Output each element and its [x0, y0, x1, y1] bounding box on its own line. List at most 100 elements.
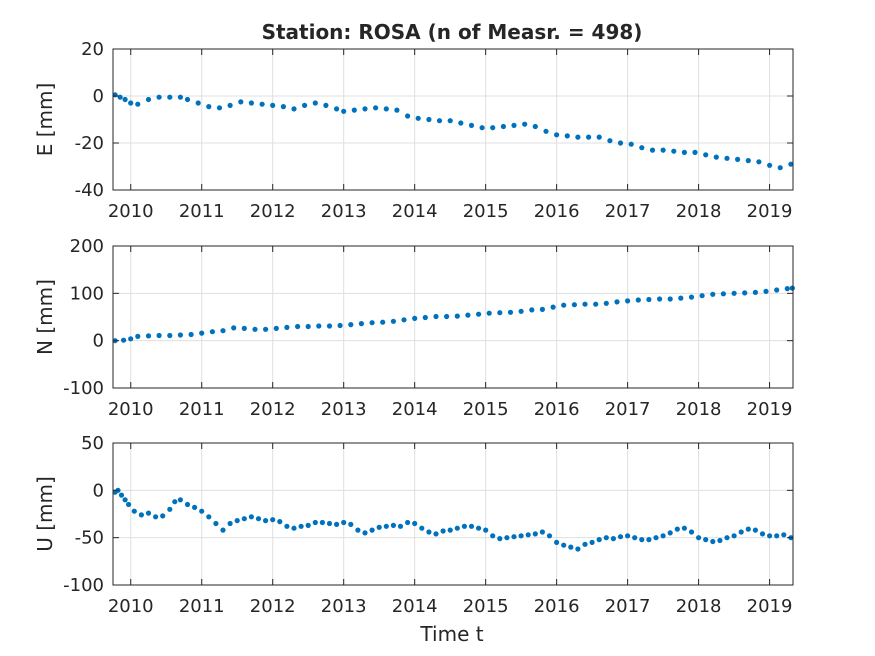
data-point — [248, 514, 254, 520]
x-tick-label: 2011 — [179, 399, 225, 420]
data-point — [713, 154, 719, 160]
data-point — [216, 105, 223, 111]
data-point — [564, 133, 570, 139]
data-point — [117, 94, 123, 100]
data-point — [122, 497, 128, 503]
data-point — [607, 138, 613, 144]
x-tick-label: 2017 — [605, 399, 651, 420]
data-point — [532, 531, 538, 537]
axes-box-east — [112, 48, 794, 191]
x-tick-label: 2016 — [534, 399, 580, 420]
x-tick-label: 2017 — [605, 596, 651, 617]
y-tick-label: -100 — [63, 575, 104, 596]
data-point — [312, 100, 318, 106]
data-point — [735, 156, 741, 162]
x-tick-label: 2012 — [250, 399, 296, 420]
data-point — [341, 108, 347, 114]
y-tick-label: 0 — [93, 86, 104, 107]
data-point — [575, 546, 581, 552]
data-point — [767, 533, 773, 539]
data-point — [646, 537, 652, 543]
x-tick-label: 2011 — [179, 596, 225, 617]
data-point — [145, 510, 152, 516]
data-point — [756, 159, 762, 165]
x-tick-label: 2018 — [676, 201, 722, 222]
data-point — [383, 106, 389, 112]
data-point — [426, 529, 432, 535]
data-point — [122, 96, 128, 103]
data-point — [138, 512, 144, 518]
data-point — [334, 521, 340, 528]
data-point — [302, 102, 308, 108]
data-point — [490, 125, 496, 131]
data-point — [476, 311, 482, 317]
y-tick-label: -100 — [63, 378, 104, 399]
data-point — [323, 102, 329, 108]
x-tick-label: 2010 — [108, 201, 154, 222]
data-point — [188, 331, 194, 338]
data-point — [759, 531, 766, 537]
x-tick-label: 2013 — [321, 201, 367, 222]
data-point — [295, 323, 301, 330]
data-point — [692, 149, 698, 155]
data-point — [717, 537, 723, 544]
x-tick-label: 2015 — [463, 596, 509, 617]
data-point — [490, 533, 496, 539]
x-tick-label: 2015 — [463, 201, 509, 222]
data-point — [635, 297, 641, 303]
data-point — [522, 121, 528, 127]
data-point — [671, 148, 677, 154]
subplots: 2010 2011 2012 2013 2014 2015 2016 2017 2018 2019… — [33, 39, 795, 617]
data-point — [632, 535, 638, 541]
data-point — [118, 492, 125, 498]
y-tick-label: -20 — [75, 133, 104, 154]
data-point — [412, 315, 418, 321]
data-point — [440, 528, 446, 534]
data-point — [160, 513, 166, 519]
data-point — [241, 325, 247, 331]
data-point — [681, 149, 688, 155]
data-point — [263, 518, 269, 524]
data-point — [422, 314, 428, 321]
data-point — [525, 532, 531, 538]
data-point — [539, 306, 546, 312]
data-point — [397, 523, 404, 529]
data-point — [326, 520, 333, 527]
data-point — [554, 132, 560, 138]
data-point — [596, 537, 602, 543]
data-point — [561, 542, 567, 548]
x-tick-label: 2014 — [392, 399, 438, 420]
x-axis-label: Time t — [419, 622, 483, 646]
data-point — [568, 544, 574, 550]
data-point — [376, 524, 382, 530]
data-point — [674, 526, 680, 532]
x-tick-label: 2018 — [676, 596, 722, 617]
x-tick-label: 2010 — [108, 596, 154, 617]
data-point — [273, 325, 279, 331]
data-point — [199, 330, 205, 336]
data-point — [518, 308, 524, 314]
data-point — [678, 295, 684, 301]
data-point — [458, 120, 464, 126]
data-point — [195, 100, 201, 106]
data-point — [291, 525, 297, 531]
data-point — [277, 519, 283, 525]
data-point — [507, 309, 514, 315]
data-point — [284, 324, 290, 330]
data-point — [788, 161, 794, 167]
data-point — [145, 333, 152, 339]
data-point — [291, 106, 297, 112]
data-point — [468, 122, 475, 128]
data-point — [486, 310, 492, 316]
data-point — [603, 535, 609, 541]
data-point — [362, 530, 368, 536]
data-point — [316, 323, 322, 329]
data-point — [337, 322, 343, 329]
data-point — [280, 104, 286, 110]
data-point — [135, 333, 141, 339]
data-point — [447, 527, 453, 533]
data-point — [571, 302, 578, 308]
data-point — [617, 534, 624, 540]
data-point — [270, 102, 276, 108]
data-point — [334, 106, 340, 112]
